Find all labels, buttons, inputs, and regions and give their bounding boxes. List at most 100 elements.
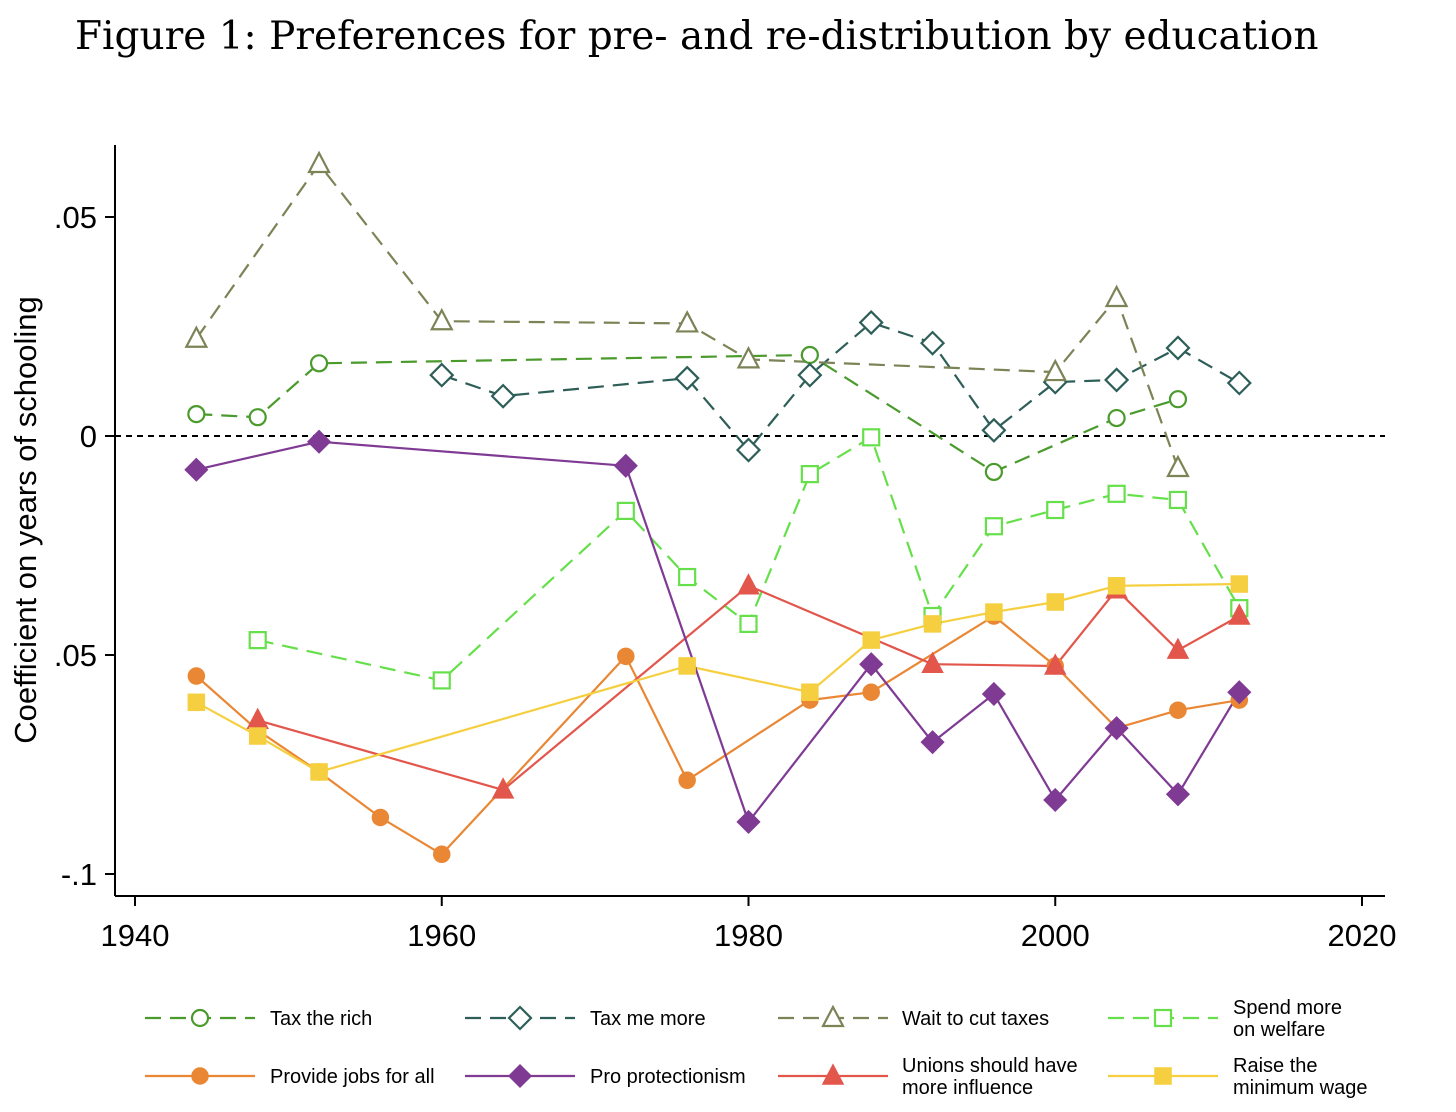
- data-point-tax-the-rich: [187, 405, 206, 424]
- data-point-pro-protectionism: [859, 652, 884, 677]
- data-point-wait-to-cut-taxes: [307, 150, 331, 174]
- data-point-unions-should-have-more-influence: [921, 651, 944, 673]
- data-point-tax-me-more: [1104, 367, 1130, 393]
- legend-marker-tax-the-rich: [190, 1008, 210, 1028]
- data-point-tax-the-rich: [984, 462, 1004, 482]
- legend-label-wait-to-cut-taxes: Wait to cut taxes: [902, 1008, 1049, 1030]
- legend-marker-raise-the-minimum-wage: [1154, 1067, 1172, 1085]
- data-point-tax-the-rich: [248, 408, 267, 427]
- data-point-tax-the-rich: [309, 354, 329, 373]
- data-point-unions-should-have-more-influence: [1228, 603, 1251, 625]
- data-point-raise-the-minimum-wage: [1230, 575, 1249, 593]
- legend-marker-provide-jobs-for-all: [191, 1067, 209, 1085]
- data-point-wait-to-cut-taxes: [429, 307, 454, 331]
- data-point-unions-should-have-more-influence: [491, 777, 515, 799]
- data-point-provide-jobs-for-all: [371, 808, 390, 827]
- legend-marker-tax-me-more: [507, 1005, 533, 1031]
- data-point-spend-more-on-welfare: [1107, 484, 1126, 503]
- legend-label-tax-me-more: Tax me more: [590, 1008, 706, 1030]
- data-point-spend-more-on-welfare: [616, 501, 635, 520]
- data-point-pro-protectionism: [736, 809, 761, 834]
- legend-label-raise-the-minimum-wage-line1: Raise the: [1233, 1055, 1318, 1077]
- data-point-provide-jobs-for-all: [433, 845, 451, 864]
- data-point-provide-jobs-for-all: [862, 683, 880, 701]
- data-point-tax-me-more: [1165, 335, 1191, 361]
- data-point-wait-to-cut-taxes: [1043, 358, 1068, 382]
- data-point-tax-me-more: [735, 437, 762, 463]
- x-tick-label: 2000: [1021, 918, 1090, 953]
- data-point-tax-me-more: [981, 417, 1007, 443]
- data-point-raise-the-minimum-wage: [862, 631, 880, 649]
- y-tick-label: .05: [54, 638, 97, 673]
- data-point-raise-the-minimum-wage: [248, 727, 267, 745]
- data-point-raise-the-minimum-wage: [1046, 593, 1064, 611]
- data-point-wait-to-cut-taxes: [675, 310, 699, 333]
- y-tick-label: -.1: [61, 857, 97, 892]
- data-point-pro-protectionism: [981, 681, 1006, 707]
- legend-label-spend-more-on-welfare-line1: Spend more: [1233, 997, 1342, 1019]
- data-point-tax-me-more: [858, 310, 884, 336]
- series-line-unions-should-have-more-influence: [257, 584, 1240, 792]
- data-point-pro-protectionism: [1227, 680, 1252, 705]
- legend-label-unions-should-have-more-influence-line1: Unions should have: [902, 1055, 1078, 1077]
- series-line-provide-jobs-for-all: [195, 614, 1240, 856]
- y-axis-label: Coefficient on years of schooling: [8, 296, 43, 743]
- data-point-unions-should-have-more-influence: [1166, 637, 1190, 659]
- data-point-pro-protectionism: [1043, 787, 1068, 813]
- data-point-pro-protectionism: [1104, 716, 1129, 741]
- data-point-pro-protectionism: [613, 453, 638, 478]
- data-point-wait-to-cut-taxes: [1104, 284, 1129, 308]
- data-point-spend-more-on-welfare: [248, 631, 267, 650]
- legend-label-tax-the-rich: Tax the rich: [270, 1008, 372, 1030]
- data-point-raise-the-minimum-wage: [1107, 577, 1126, 595]
- data-point-pro-protectionism: [306, 429, 332, 454]
- data-point-spend-more-on-welfare: [800, 465, 819, 484]
- legend-label-unions-should-have-more-influence-line2: more influence: [902, 1077, 1033, 1099]
- data-point-spend-more-on-welfare: [678, 567, 697, 587]
- data-point-raise-the-minimum-wage: [678, 657, 696, 675]
- data-point-tax-the-rich: [1168, 390, 1188, 409]
- data-point-spend-more-on-welfare: [739, 614, 758, 634]
- data-point-spend-more-on-welfare: [432, 671, 451, 690]
- data-point-tax-me-more: [1226, 370, 1252, 396]
- data-point-tax-the-rich: [800, 345, 819, 365]
- data-point-spend-more-on-welfare: [862, 428, 881, 447]
- data-point-provide-jobs-for-all: [1169, 701, 1187, 719]
- data-point-raise-the-minimum-wage: [923, 615, 942, 633]
- legend: Tax the rich Tax me more Wait to cut taxes…: [145, 997, 1367, 1099]
- data-point-tax-me-more: [919, 330, 946, 356]
- legend-label-raise-the-minimum-wage-line2: minimum wage: [1233, 1077, 1367, 1099]
- data-point-spend-more-on-welfare: [1046, 500, 1065, 520]
- data-point-tax-me-more: [490, 383, 516, 409]
- data-point-raise-the-minimum-wage: [801, 683, 819, 701]
- data-point-raise-the-minimum-wage: [310, 763, 328, 781]
- x-tick-label: 1980: [714, 918, 783, 953]
- data-point-provide-jobs-for-all: [187, 667, 206, 685]
- x-tick-label: 2020: [1328, 918, 1397, 953]
- data-point-tax-me-more: [429, 362, 455, 388]
- data-point-wait-to-cut-taxes: [184, 325, 209, 348]
- figure-title: Figure 1: Preferences for pre- and re-di…: [75, 14, 1318, 59]
- data-point-tax-me-more: [674, 365, 700, 391]
- legend-marker-wait-to-cut-taxes: [821, 1004, 845, 1028]
- series-markers: [184, 150, 1252, 864]
- data-point-pro-protectionism: [184, 457, 209, 482]
- x-tick-label: 1940: [101, 918, 170, 953]
- data-point-unions-should-have-more-influence: [246, 707, 269, 730]
- data-point-provide-jobs-for-all: [617, 647, 635, 666]
- data-point-wait-to-cut-taxes: [736, 345, 761, 369]
- legend-marker-spend-more-on-welfare: [1153, 1008, 1173, 1028]
- data-point-unions-should-have-more-influence: [1044, 653, 1067, 675]
- data-point-raise-the-minimum-wage: [187, 693, 206, 712]
- legend-label-spend-more-on-welfare-line2: on welfare: [1233, 1019, 1325, 1041]
- legend-label-provide-jobs-for-all: Provide jobs for all: [270, 1066, 435, 1088]
- data-point-tax-me-more: [797, 362, 823, 388]
- data-point-raise-the-minimum-wage: [985, 603, 1003, 621]
- data-point-pro-protectionism: [1165, 782, 1191, 807]
- series-lines: [195, 162, 1241, 856]
- data-point-spend-more-on-welfare: [984, 517, 1004, 536]
- y-tick-label: 0: [80, 419, 97, 454]
- series-line-spend-more-on-welfare: [257, 436, 1241, 682]
